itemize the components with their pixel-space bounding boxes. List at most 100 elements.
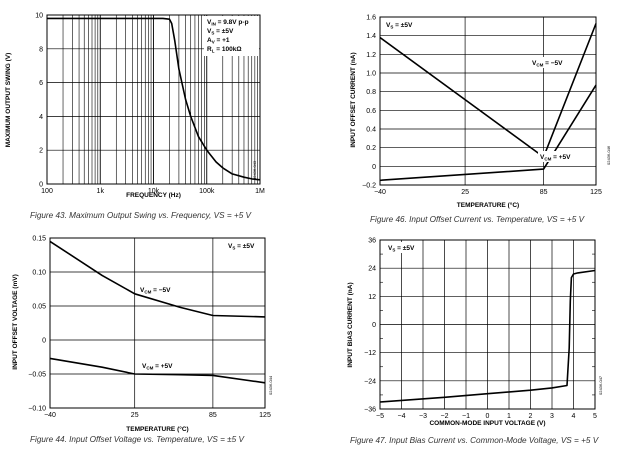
- annotation-av: AV = +1: [207, 37, 230, 45]
- y-tick-label: 0: [372, 164, 376, 171]
- y-axis-label: MAXIMUM OUTPUT SWING (V): [5, 53, 12, 148]
- x-tick-label: 25: [461, 189, 469, 196]
- y-tick-label: 1.6: [366, 15, 376, 22]
- y-tick-label: 2: [39, 148, 43, 155]
- x-tick-label: 100: [41, 188, 53, 195]
- y-tick-label: 8: [39, 46, 43, 53]
- y-tick-label: 0: [39, 182, 43, 189]
- annotation-vcm-pos: VCM = +5V: [540, 154, 571, 162]
- y-tick-label: −0.2: [362, 183, 376, 190]
- chart-input-bias-current: −5 −4 −3 −2 −1 0 1 2 3 4 5−36−24−120122436COMMON-M…: [347, 238, 603, 446]
- plot-frame: [49, 237, 266, 409]
- y-tick-label: 0.8: [366, 89, 376, 96]
- y-tick-label: 1.0: [366, 71, 376, 78]
- y-tick-label: 0.2: [366, 145, 376, 152]
- figure-caption: Figure 46. Input Offset Current vs. Temp…: [370, 215, 586, 224]
- chart-input-offset-voltage: −40 25 85 125 −0.10 −0.05 0 0.05 0.10 0.15 TEMPERA…: [12, 236, 273, 445]
- y-tick-label: 0.4: [366, 127, 376, 134]
- figure-caption: Figure 44. Input Offset Voltage vs. Temp…: [30, 435, 245, 444]
- figure-code: 02436-047: [598, 375, 603, 395]
- figure-code: 02436-044: [268, 375, 273, 395]
- y-tick-label: −0.10: [28, 406, 46, 413]
- y-tick-label: −24: [364, 378, 376, 385]
- x-tick-label: −40: [44, 412, 56, 419]
- y-tick-label: 6: [39, 80, 43, 87]
- x-tick-label: 125: [259, 412, 271, 419]
- annotation-bg: [538, 151, 582, 162]
- series-line-1: [379, 84, 597, 182]
- x-tick-label: 85: [540, 189, 548, 196]
- series-line-0: [47, 17, 261, 181]
- y-tick-label: 1.4: [366, 33, 376, 40]
- y-tick-label: 4: [39, 114, 43, 121]
- x-tick-label: −4: [398, 413, 406, 420]
- annotation-vs: VS = ±5V: [207, 28, 234, 36]
- y-tick-label: 0.15: [32, 236, 46, 243]
- chart-input-offset-current: −40 25 85 125 −0.2 0 0.2 0.4 0.6 0.8 1.0 1.2 1.4 1.6 T…: [350, 15, 611, 225]
- figure-code: 02436-043: [252, 160, 257, 180]
- y-tick-label: 0.10: [32, 270, 46, 277]
- y-tick-label: 0.05: [32, 304, 46, 311]
- annotation-vcm-pos: VCM = +5V: [142, 363, 173, 371]
- x-tick-label: −1: [462, 413, 470, 420]
- x-tick-label: 0: [486, 413, 490, 420]
- y-axis-label: INPUT BIAS CURRENT (nA): [347, 282, 354, 367]
- plot-frame: [379, 239, 596, 410]
- x-tick-label: 1: [507, 413, 511, 420]
- y-tick-label: 0: [372, 322, 376, 329]
- grid: [380, 239, 595, 410]
- figure-code: 02436-046: [606, 145, 611, 165]
- annotation-vcm-neg: VCM = −5V: [140, 287, 171, 295]
- annotation-bg: [226, 240, 262, 251]
- x-axis-label: TEMPERATURE (°C): [126, 425, 188, 433]
- annotation-bg: [530, 57, 574, 68]
- y-tick-label: −12: [364, 350, 376, 357]
- y-tick-label: 0.6: [366, 108, 376, 115]
- x-tick-label: 100k: [199, 188, 215, 195]
- series-line-0: [379, 269, 596, 403]
- series-line-1: [49, 357, 266, 384]
- annotation-rl: RL = 100kΩ: [207, 46, 242, 54]
- y-tick-label: −0.05: [28, 372, 46, 379]
- figure-caption: Figure 43. Maximum Output Swing vs. Freq…: [30, 211, 253, 220]
- x-tick-label: 85: [209, 412, 217, 419]
- y-tick-label: 10: [35, 13, 43, 20]
- x-axis-label: COMMON-MODE INPUT VOLTAGE (V): [429, 420, 545, 427]
- annotation-vin: VIN = 9.8V p-p: [207, 19, 249, 27]
- x-tick-label: 5: [593, 413, 597, 420]
- x-axis-label: TEMPERATURE (°C): [457, 201, 519, 209]
- x-tick-label: 1M: [255, 188, 265, 195]
- x-tick-label: −2: [441, 413, 449, 420]
- grid: [50, 237, 265, 409]
- x-tick-label: 10k: [148, 188, 160, 195]
- figure-caption: Figure 47. Input Bias Current vs. Common…: [350, 436, 600, 445]
- x-tick-label: −3: [419, 413, 427, 420]
- annotation-vcm-neg: VCM = −5V: [532, 60, 563, 68]
- y-tick-label: 0: [42, 338, 46, 345]
- x-axis-label: FREQUENCY (Hz): [126, 192, 181, 199]
- x-tick-label: −40: [374, 189, 386, 196]
- series-line-0: [49, 240, 266, 318]
- y-axis-label: INPUT OFFSET CURRENT (nA): [350, 52, 357, 147]
- y-axis-label: INPUT OFFSET VOLTAGE (mV): [12, 274, 19, 369]
- x-tick-label: 125: [590, 189, 602, 196]
- annotation-vs: VS = ±5V: [388, 245, 415, 253]
- x-tick-label: 3: [550, 413, 554, 420]
- plot-frame: [379, 16, 597, 186]
- y-tick-label: 12: [368, 294, 376, 301]
- y-tick-label: 1.2: [366, 52, 376, 59]
- x-tick-label: −5: [376, 413, 384, 420]
- annotation-bg: [140, 360, 184, 370]
- x-tick-label: 1k: [97, 188, 105, 195]
- y-tick-label: 36: [368, 238, 376, 245]
- annotation-box: [204, 16, 259, 56]
- x-tick-label: 2: [529, 413, 533, 420]
- annotation-bg: [386, 242, 422, 253]
- x-tick-label: 25: [131, 412, 139, 419]
- annotation-vs: VS = ±5V: [386, 22, 413, 30]
- x-tick-label: 4: [572, 413, 576, 420]
- chart-max-output-swing: 100 1k 10k 100k 1M 0 2 4 6 8 10 FREQUENCY (Hz) MAXIM…: [5, 13, 265, 221]
- annotation-bg: [384, 19, 420, 30]
- annotation-vs: VS = ±5V: [228, 243, 255, 251]
